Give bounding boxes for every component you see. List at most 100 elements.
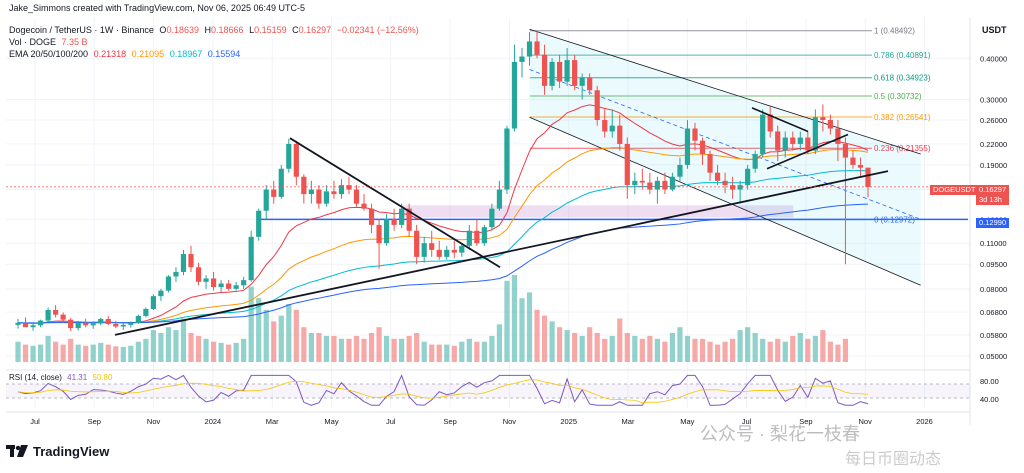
- volume-bar: [233, 342, 239, 362]
- candle: [45, 307, 51, 322]
- volume-bar: [609, 335, 615, 362]
- time-axis-tick: Nov: [859, 417, 873, 426]
- candle: [105, 315, 111, 326]
- candle: [692, 122, 698, 151]
- candle-body: [158, 290, 164, 297]
- price-axis-tick: 0.19000: [980, 161, 1007, 170]
- ema50-line: [17, 147, 869, 324]
- volume-bar: [677, 327, 683, 362]
- candle-body: [857, 164, 864, 168]
- tradingview-logo[interactable]: TradingView: [6, 444, 109, 459]
- time-axis-tick: 2025: [560, 417, 577, 426]
- candle-body: [812, 117, 818, 151]
- candle: [647, 172, 653, 195]
- candle: [444, 245, 450, 260]
- candle: [466, 224, 472, 250]
- rsi-legend[interactable]: RSI (14, close) 41.31 50.80: [9, 372, 112, 384]
- candle: [662, 172, 668, 195]
- volume-bar: [805, 338, 811, 362]
- tradingview-logo-text: TradingView: [33, 444, 110, 459]
- credit-line: Jake_Simmons created with TradingView.co…: [9, 2, 305, 14]
- candle: [248, 230, 254, 282]
- candle-body: [414, 230, 420, 257]
- change-value: −0.02341 (−12.56%): [336, 25, 419, 35]
- ema20-value: 0.21318: [93, 49, 127, 59]
- candle-body: [376, 224, 382, 244]
- candle: [293, 140, 299, 186]
- candle: [346, 176, 352, 195]
- candle: [519, 47, 525, 78]
- candle: [669, 172, 676, 192]
- candle: [850, 150, 856, 169]
- candle: [406, 203, 412, 237]
- candle-body: [90, 323, 96, 326]
- volume-bar: [301, 327, 307, 362]
- volume-bar: [504, 280, 510, 362]
- candle: [504, 125, 510, 195]
- candle: [218, 280, 224, 293]
- channel-bottom-line: [529, 116, 921, 286]
- volume-bar: [797, 333, 803, 362]
- volume-bar: [331, 335, 337, 362]
- watermark-secondary: 每日币圈动态: [845, 451, 942, 468]
- candle-body: [120, 324, 126, 327]
- price-axis-tick: 0.30000: [980, 96, 1007, 105]
- ema-legend[interactable]: EMA 20/50/100/200 0.21318 0.21095 0.1896…: [9, 48, 240, 60]
- volume-bar: [820, 330, 826, 362]
- candle: [316, 185, 322, 209]
- volume-bar: [376, 327, 382, 362]
- candle-body: [511, 61, 518, 129]
- volume-bar: [451, 345, 457, 362]
- volume-bar: [346, 338, 352, 362]
- candle-body: [263, 189, 269, 211]
- candle: [632, 172, 638, 195]
- volume-bar: [564, 330, 570, 362]
- candle-body: [248, 236, 254, 281]
- rsi-axis-tick: 40.00: [980, 395, 999, 404]
- candle-body: [173, 271, 179, 277]
- volume-bar: [549, 321, 555, 362]
- volume-bar: [489, 335, 495, 362]
- candle: [308, 180, 314, 204]
- volume-bar: [790, 335, 796, 362]
- close-value: 0.16297: [298, 25, 332, 35]
- candle-body: [429, 243, 435, 250]
- candle: [654, 176, 660, 204]
- rsi-value: 41.31: [67, 373, 88, 382]
- volume-bar: [662, 341, 668, 362]
- volume-bar: [128, 345, 134, 362]
- candle-body: [730, 185, 736, 190]
- volume-bar: [399, 338, 405, 362]
- candle: [684, 120, 691, 169]
- volume-bar: [195, 335, 202, 362]
- symbol-title[interactable]: Dogecoin / TetherUS · 1W · Binance: [9, 25, 154, 35]
- ohlc-legend[interactable]: Dogecoin / TetherUS · 1W · Binance O0.18…: [9, 24, 419, 36]
- volume-legend[interactable]: Vol · DOGE 7.35 B: [9, 36, 88, 48]
- candle-body: [699, 140, 706, 155]
- candle: [745, 164, 751, 190]
- candle: [820, 104, 826, 132]
- demand-zone: [402, 205, 794, 218]
- candle-body: [504, 128, 510, 190]
- candle: [775, 125, 781, 162]
- volume-bar: [692, 338, 698, 362]
- volume-bar: [782, 341, 788, 362]
- last-price-badge: 0.16297 3d 13h: [976, 185, 1010, 205]
- volume-bar: [421, 341, 427, 362]
- candle-body: [203, 278, 209, 282]
- candle: [609, 109, 615, 138]
- volume-bar: [68, 338, 74, 362]
- candle: [421, 236, 427, 263]
- triangle-bottom-line: [766, 133, 849, 170]
- candle-body: [368, 208, 375, 225]
- volume-bar: [143, 338, 149, 362]
- candle: [699, 137, 706, 165]
- candle: [286, 138, 292, 173]
- volume-bar: [135, 341, 141, 362]
- volume-bar: [248, 286, 254, 362]
- candle-body: [474, 230, 480, 244]
- volume-bar: [120, 346, 126, 362]
- candle-body: [361, 203, 367, 209]
- candle: [60, 312, 66, 323]
